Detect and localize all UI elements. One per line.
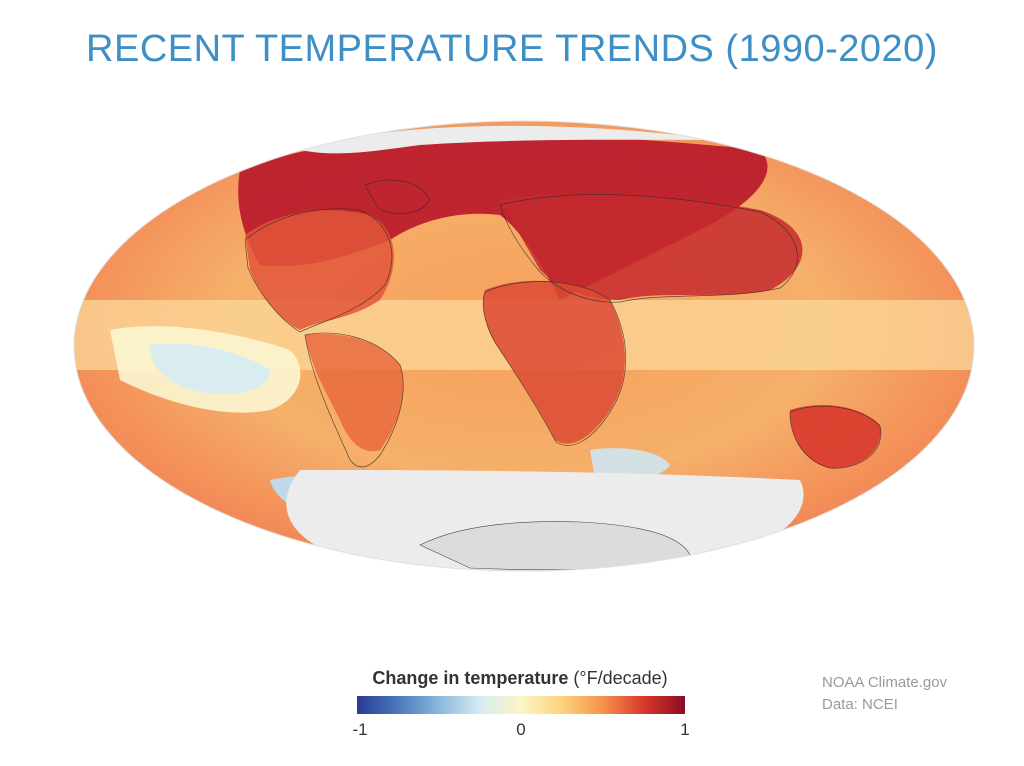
legend-tick-min: -1	[352, 720, 368, 739]
australia-warming	[790, 405, 881, 469]
legend-tick-max: 1	[680, 720, 690, 739]
credit-data: Data: NCEI	[822, 696, 898, 713]
africa-warming	[483, 280, 625, 444]
north-america-warming	[245, 210, 394, 330]
legend-unit: (°F/decade)	[573, 668, 668, 688]
legend-tick-zero: 0	[516, 720, 526, 739]
credit-source: NOAA Climate.gov	[822, 674, 948, 691]
credit: NOAA Climate.gov Data: NCEI	[822, 672, 947, 716]
globe-outline	[73, 120, 975, 572]
arctic-no-data	[300, 125, 720, 154]
legend-colorbar	[357, 696, 685, 714]
coastlines	[244, 179, 882, 469]
legend-label: Change in temperature	[372, 668, 569, 688]
legend-title: Change in temperature (°F/decade)	[330, 668, 710, 689]
page-title: RECENT TEMPERATURE TRENDS (1990-2020)	[86, 28, 938, 70]
pacific-cool-core	[150, 343, 270, 394]
eurasia-warming	[500, 193, 803, 300]
southern-ocean-cool-south-atlantic	[590, 448, 670, 482]
south-america-warming	[305, 333, 404, 452]
